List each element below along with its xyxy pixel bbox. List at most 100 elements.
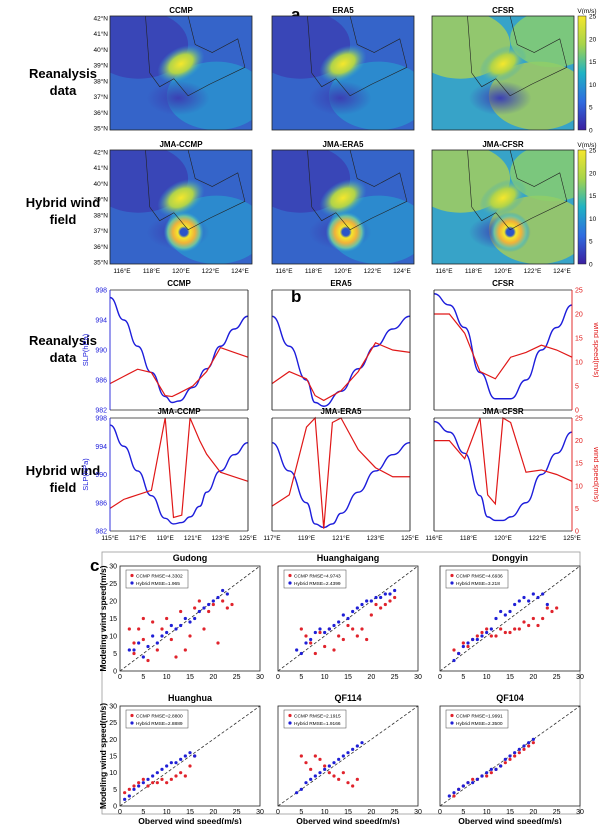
hybrid-point <box>494 767 498 771</box>
ccmp-point <box>202 627 206 631</box>
coastline <box>145 150 246 231</box>
hybrid-point <box>503 613 507 617</box>
slp-tick-label: 998 <box>95 416 107 423</box>
hybrid-point <box>379 595 383 600</box>
ccmp-point <box>169 777 173 781</box>
hybrid-point <box>536 595 540 600</box>
lon-tick-label: 120°E <box>494 534 512 542</box>
x-tick-label: 15 <box>186 674 194 681</box>
ccmp-point <box>141 637 145 642</box>
line-panel-title: JMA-ERA5 <box>321 407 362 416</box>
lon-tick-label: 116°E <box>275 267 293 275</box>
slp-tick-label: 994 <box>95 318 107 325</box>
hybrid-point <box>327 627 331 631</box>
hybrid-point <box>295 648 299 652</box>
ccmp-point <box>151 781 155 785</box>
x-tick-label: 0 <box>118 674 122 681</box>
lat-tick-label: 41°N <box>93 164 108 172</box>
ccmp-point <box>337 777 341 781</box>
y-tick-label: 30 <box>109 564 117 571</box>
hybrid-point <box>216 595 220 600</box>
ccmp-point <box>355 634 359 638</box>
legend-ccmp-label: CCMP RMSE=4.6936 <box>456 574 503 580</box>
hybrid-point <box>132 648 136 652</box>
hybrid-point <box>531 737 535 741</box>
legend-hybrid-label: Hybrid RMSE=1.9166 <box>294 721 341 727</box>
x-tick-label: 20 <box>367 809 375 816</box>
ccmp-point <box>466 644 470 649</box>
slp-axis-label: SLP(hPa) <box>81 333 90 366</box>
lat-tick-label: 37°N <box>93 93 108 101</box>
lon-tick-label: 122°E <box>202 267 220 275</box>
hybrid-point <box>295 791 299 795</box>
ccmp-point <box>555 606 559 610</box>
scatter-title: Huanghua <box>168 693 213 703</box>
lat-tick-label: 36°N <box>93 109 108 117</box>
ccmp-point <box>323 644 327 649</box>
one-to-one-line <box>119 705 261 807</box>
lon-tick-label: 124°E <box>231 267 249 275</box>
y-tick-label: 20 <box>109 599 117 606</box>
hybrid-point <box>475 637 479 642</box>
scatter-legend <box>125 569 189 589</box>
hybrid-point <box>452 658 456 663</box>
x-tick-label: 10 <box>163 674 171 681</box>
hybrid-point <box>141 655 145 659</box>
panel-a-row2-label-line2: field <box>50 212 77 227</box>
hybrid-point <box>522 595 526 600</box>
hybrid-point <box>466 641 470 645</box>
ccmp-point <box>207 609 211 614</box>
ccmp-point <box>480 630 484 635</box>
ccmp-point <box>346 781 350 785</box>
hybrid-point <box>503 757 507 761</box>
wind-tick-label: 0 <box>575 408 579 415</box>
y-axis-label: Modeling wind speed(m/s) <box>98 703 108 809</box>
bohai-wind-maximum <box>319 45 367 83</box>
line-panel-3: JMA-CCMP 998 994 990 986 982 SLP(hPa) 115°E 117°… <box>81 407 258 542</box>
bohai-wind-maximum <box>157 45 205 83</box>
line-panel-5: JMA-CFSR 25 20 15 10 5 0 wind speed(m/s) 116°E 11… <box>425 407 599 542</box>
hybrid-point <box>527 741 531 745</box>
ccmp-point <box>545 606 549 610</box>
hybrid-point <box>146 777 150 781</box>
hybrid-point <box>332 761 336 765</box>
ccmp-point <box>132 784 136 788</box>
ccmp-point <box>517 751 521 755</box>
x-tick-label: 10 <box>321 674 329 681</box>
hybrid-point <box>137 641 141 645</box>
hybrid-point <box>471 781 475 785</box>
hybrid-point <box>531 592 535 596</box>
legend-ccmp-label: CCMP RMSE=2.8800 <box>136 714 183 720</box>
legend-hybrid-label: Hybrid RMSE=1.965 <box>136 581 180 587</box>
colorbar-tick: 5 <box>589 105 593 112</box>
hybrid-point <box>169 623 173 628</box>
hybrid-point <box>480 774 484 778</box>
ccmp-point <box>383 602 387 607</box>
ccmp-point <box>127 627 131 631</box>
typhoon-vortex <box>163 212 204 253</box>
slp-tick-label: 986 <box>95 378 107 385</box>
legend-ccmp-label: CCMP RMSE=4.9743 <box>294 574 341 580</box>
ccmp-point <box>323 764 327 768</box>
hybrid-point <box>174 627 178 631</box>
slp-series-line <box>271 315 411 407</box>
hybrid-point <box>318 771 322 775</box>
hybrid-point <box>499 764 503 768</box>
hybrid-point <box>517 599 521 603</box>
wind-tick-label: 5 <box>575 506 579 513</box>
lon-tick-label: 121°E <box>332 534 350 542</box>
ccmp-point <box>471 777 475 781</box>
lon-tick-label: 120°E <box>494 267 512 275</box>
ccmp-point <box>513 627 517 631</box>
line-panel-title: ERA5 <box>330 279 352 288</box>
hybrid-point <box>346 751 350 755</box>
ccmp-point <box>221 599 225 603</box>
x-tick-label: 0 <box>276 674 280 681</box>
ccmp-point <box>146 658 150 663</box>
ccmp-point <box>183 774 187 778</box>
ccmp-point <box>452 794 456 798</box>
x-tick-label: 0 <box>438 809 442 816</box>
legend-hybrid-label: Hybrid RMSE=2.4399 <box>294 581 341 587</box>
